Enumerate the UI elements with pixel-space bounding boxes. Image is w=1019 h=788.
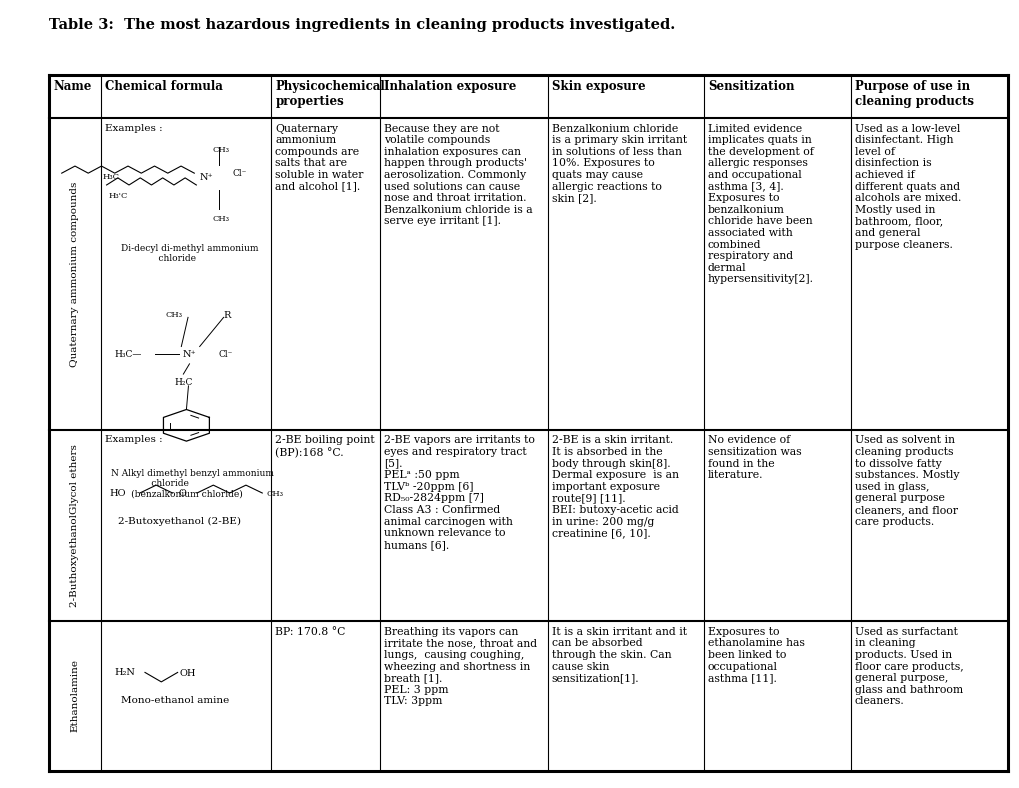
Text: Inhalation exposure: Inhalation exposure <box>383 80 516 93</box>
Text: Quaternary
ammonium
compounds are
salts that are
soluble in water
and alcohol [1: Quaternary ammonium compounds are salts … <box>275 124 364 191</box>
Text: CH₃: CH₃ <box>165 311 182 319</box>
Text: Examples :: Examples : <box>105 124 162 132</box>
Text: CH₃: CH₃ <box>212 215 229 223</box>
Text: 2-BE is a skin irritant.
It is absorbed in the
body through skin[8].
Dermal expo: 2-BE is a skin irritant. It is absorbed … <box>551 436 678 538</box>
Text: Used as surfactant
in cleaning
products. Used in
floor care products,
general pu: Used as surfactant in cleaning products.… <box>854 626 962 706</box>
Text: H₃C: H₃C <box>103 173 119 181</box>
Text: N Alkyl dimethyl benzyl ammonium
              chloride
       (benzalkonium chl: N Alkyl dimethyl benzyl ammonium chlorid… <box>111 469 274 499</box>
Text: H₂C: H₂C <box>174 378 193 387</box>
Text: Skin exposure: Skin exposure <box>551 80 645 93</box>
Text: Table 3:  The most hazardous ingredients in cleaning products investigated.: Table 3: The most hazardous ingredients … <box>49 17 675 32</box>
Text: O: O <box>178 489 186 497</box>
Text: CH₃: CH₃ <box>266 490 283 498</box>
Text: 2-Butoxyethanol (2-BE): 2-Butoxyethanol (2-BE) <box>117 517 240 526</box>
Text: Cl⁻: Cl⁻ <box>218 351 232 359</box>
Text: Sensitization: Sensitization <box>707 80 794 93</box>
Text: H₃'C: H₃'C <box>109 192 128 200</box>
Text: N⁺: N⁺ <box>200 173 213 181</box>
Text: Chemical formula: Chemical formula <box>105 80 222 93</box>
Text: Exposures to
ethanolamine has
been linked to
occupational
asthma [11].: Exposures to ethanolamine has been linke… <box>707 626 804 683</box>
Text: R: R <box>223 311 230 320</box>
Text: Because they are not
volatile compounds
inhalation exposures can
happen through : Because they are not volatile compounds … <box>383 124 532 226</box>
Text: Purpose of use in
cleaning products: Purpose of use in cleaning products <box>854 80 973 109</box>
Text: 2-BE vapors are irritants to
eyes and respiratory tract
[5].
PELᵃ :50 ppm
TLVᵇ -: 2-BE vapors are irritants to eyes and re… <box>383 436 534 550</box>
Text: Di-decyl di-methyl ammonium
             chloride: Di-decyl di-methyl ammonium chloride <box>121 244 259 263</box>
Text: 2-BE boiling point
(BP):168 °C.: 2-BE boiling point (BP):168 °C. <box>275 436 375 458</box>
Text: CH₃: CH₃ <box>212 146 229 154</box>
Text: Name: Name <box>53 80 92 93</box>
Text: No evidence of
sensitization was
found in the
literature.: No evidence of sensitization was found i… <box>707 436 801 481</box>
Text: HO: HO <box>109 489 125 497</box>
Text: Quaternary ammonium compounds: Quaternary ammonium compounds <box>70 181 79 366</box>
Text: H₃C—: H₃C— <box>114 350 142 359</box>
Text: H₂N: H₂N <box>114 668 136 677</box>
Text: OH: OH <box>179 669 196 678</box>
Text: Examples :: Examples : <box>105 436 162 444</box>
Text: Used as a low-level
disinfectant. High
level of
disinfection is
achieved if
diff: Used as a low-level disinfectant. High l… <box>854 124 960 250</box>
Text: 2-ButhoxyethanolGlycol ethers: 2-ButhoxyethanolGlycol ethers <box>70 444 79 607</box>
Text: Physicochemical
properties: Physicochemical properties <box>275 80 385 109</box>
Text: Limited evidence
implicates quats in
the development of
allergic responses
and o: Limited evidence implicates quats in the… <box>707 124 813 284</box>
Text: BP: 170.8 °C: BP: 170.8 °C <box>275 626 345 637</box>
Text: N⁺: N⁺ <box>182 350 197 359</box>
Text: Benzalkonium chloride
is a primary skin irritant
in solutions of less than
10%. : Benzalkonium chloride is a primary skin … <box>551 124 686 203</box>
Text: Breathing its vapors can
irritate the nose, throat and
lungs,  causing coughing,: Breathing its vapors can irritate the no… <box>383 626 536 706</box>
Text: Used as solvent in
cleaning products
to dissolve fatty
substances. Mostly
used i: Used as solvent in cleaning products to … <box>854 436 958 526</box>
Text: It is a skin irritant and it
can be absorbed
through the skin. Can
cause skin
se: It is a skin irritant and it can be abso… <box>551 626 686 683</box>
Text: Mono-ethanol amine: Mono-ethanol amine <box>121 696 229 705</box>
Text: Ethanolamine: Ethanolamine <box>70 660 79 732</box>
Text: Cl⁻: Cl⁻ <box>231 169 247 177</box>
